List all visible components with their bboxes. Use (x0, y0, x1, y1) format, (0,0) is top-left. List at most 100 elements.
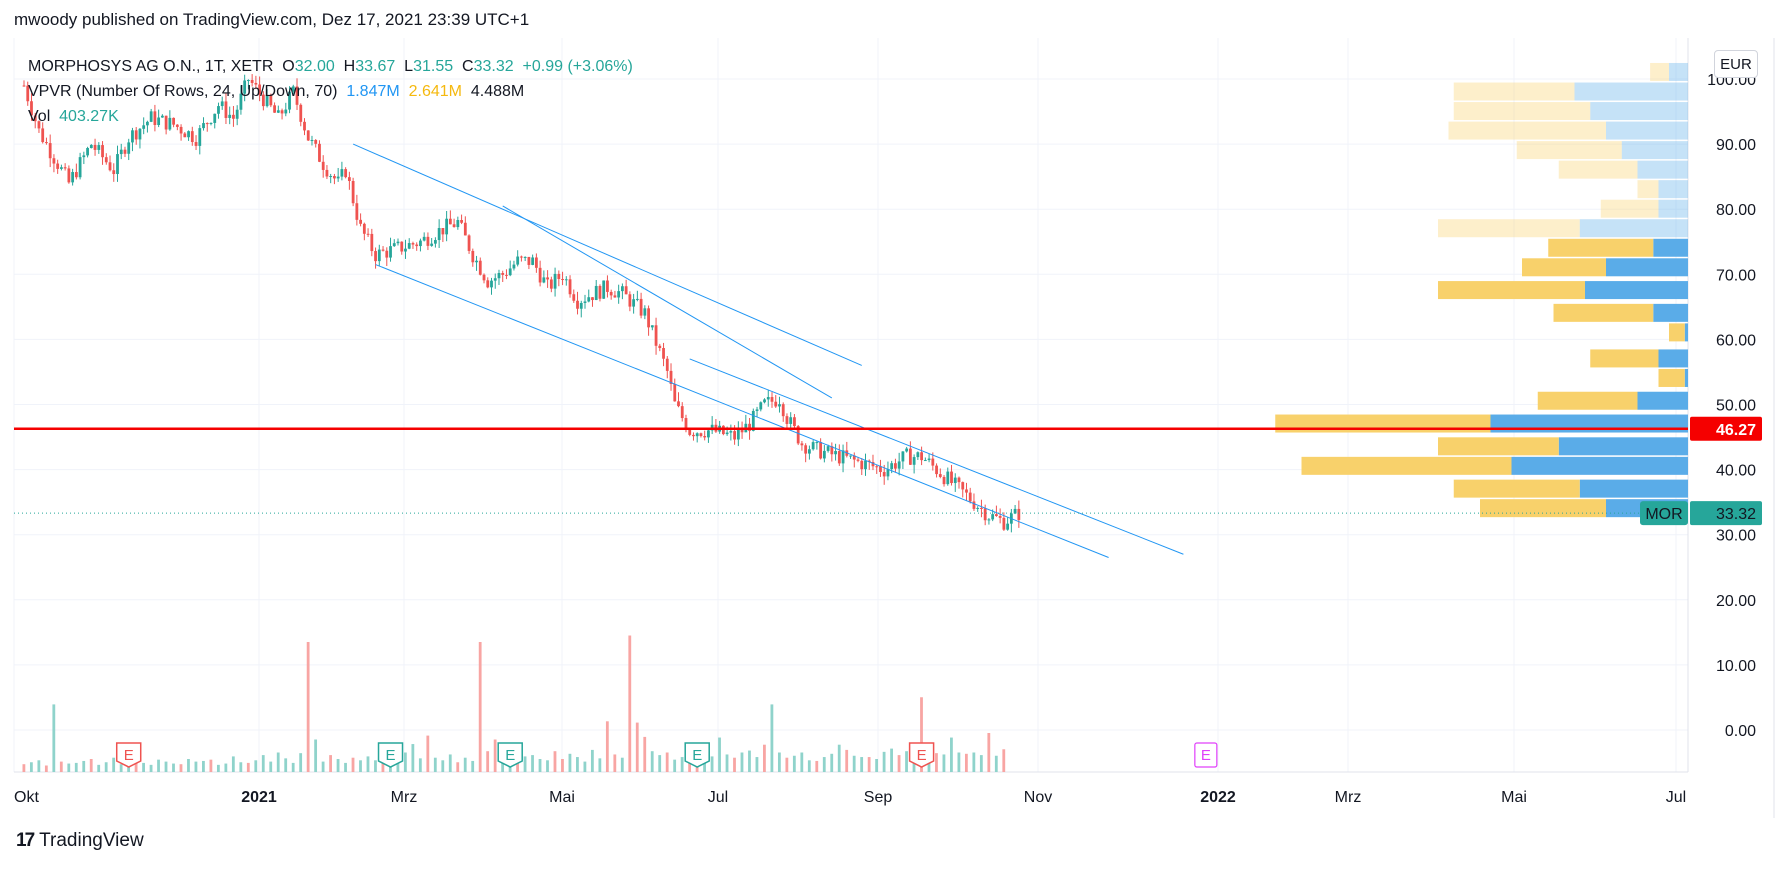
candle-body (512, 264, 516, 269)
candle-body (471, 250, 475, 263)
candle-body (770, 397, 774, 402)
candle-body (112, 170, 116, 175)
volume-bar (418, 758, 422, 772)
trendline (689, 358, 1184, 555)
volume-bar (845, 749, 849, 772)
earnings-label: E (1201, 747, 1211, 764)
volume-bar (725, 754, 729, 772)
volume-bar (433, 757, 437, 772)
earnings-label: E (386, 747, 396, 764)
candle-body (134, 130, 138, 140)
candle-body (67, 168, 71, 183)
candle-body (800, 443, 804, 446)
volume-bar (979, 755, 983, 772)
candle-body (538, 267, 542, 283)
price-tick-label: 10.00 (1716, 658, 1756, 675)
candle-body (250, 80, 254, 83)
candle-body (276, 110, 280, 113)
candle-body (209, 122, 213, 124)
candle-body (52, 158, 56, 164)
candle-body (396, 241, 400, 244)
volume-bar (202, 760, 205, 772)
volume-bar (448, 754, 452, 772)
hline-price-tag: 46.27 (1690, 416, 1762, 441)
volume-bar (344, 762, 347, 772)
candle-body (822, 450, 826, 459)
candle-body (426, 236, 430, 246)
volume-bar (74, 762, 78, 772)
candle-body (478, 260, 482, 275)
candle-body (931, 458, 935, 466)
candle-body (452, 224, 456, 228)
vp-up-bar (1684, 368, 1688, 387)
vp-up-bar (1621, 141, 1688, 160)
volume-bar (209, 759, 213, 772)
candle-body (856, 459, 860, 461)
legend-close: 33.32 (473, 58, 514, 75)
legend-vol-label[interactable]: Vol (28, 108, 51, 125)
volume-bar (598, 758, 602, 772)
tradingview-logo-icon: 17 (16, 830, 35, 851)
candle-body (680, 406, 684, 419)
candle-body (213, 113, 217, 123)
candle-body (639, 298, 643, 316)
volume-bar (374, 760, 377, 772)
volume-bar (568, 753, 572, 772)
candle-body (370, 233, 374, 252)
time-tick-label: Mai (1501, 789, 1527, 806)
vp-down-bar (1522, 258, 1606, 277)
volume-bar (643, 736, 647, 772)
candle-body (295, 86, 299, 105)
candle-body (531, 257, 535, 265)
candle-body (546, 277, 549, 280)
earnings-marker: E (908, 742, 935, 768)
time-tick-label: Okt (14, 789, 39, 806)
candle-body (942, 476, 946, 485)
candle-body (228, 114, 232, 118)
candle-body (542, 277, 546, 283)
vp-up-bar (1511, 456, 1688, 475)
candle-body (329, 176, 333, 178)
legend-vpvr-down: 2.641M (408, 83, 462, 100)
volume-bar (770, 704, 774, 772)
candle-body (235, 109, 239, 119)
legend-vpvr-label[interactable]: VPVR (Number Of Rows, 24, Up/Down, 70) (28, 83, 338, 100)
candle-body (45, 142, 48, 144)
candle-body (434, 240, 437, 244)
candle-body (751, 410, 755, 431)
price-tick-label: 20.00 (1716, 593, 1756, 610)
candle-body (306, 130, 310, 141)
time-tick-label: Sep (864, 789, 893, 806)
candle-body (243, 80, 247, 94)
volume-bar (830, 753, 834, 772)
published-header: mwoody published on TradingView.com, Dez… (14, 10, 530, 29)
volume-bar (815, 760, 819, 772)
candle-body (654, 325, 658, 346)
candle-body (523, 256, 527, 258)
volume-bar (920, 697, 923, 772)
candle-body (333, 176, 336, 179)
candle-body (119, 149, 123, 155)
earnings-label: E (124, 747, 134, 764)
volume-bar (807, 760, 811, 772)
candle-body (86, 148, 89, 156)
currency-button[interactable]: EUR (1714, 50, 1758, 78)
legend-symbol[interactable]: MORPHOSYS AG O.N., 1T, XETR (28, 58, 274, 75)
vp-down-bar (1637, 180, 1659, 199)
volume-bar (942, 754, 946, 772)
volume-bar (37, 760, 41, 772)
candle-body (553, 273, 557, 289)
volume-bar (785, 757, 789, 772)
footer-brand[interactable]: 17 TradingView (16, 830, 144, 852)
candle-body (905, 448, 909, 452)
candle-body (953, 477, 957, 484)
footer-brand-label: TradingView (39, 830, 144, 851)
candle-body (579, 302, 583, 309)
candle-body (673, 383, 677, 402)
last-price-tag-bg (1690, 501, 1762, 526)
candle-body (965, 489, 968, 493)
candle-body (557, 273, 561, 280)
hline-price-tag-bg (1690, 416, 1762, 441)
candle-body (778, 404, 781, 407)
